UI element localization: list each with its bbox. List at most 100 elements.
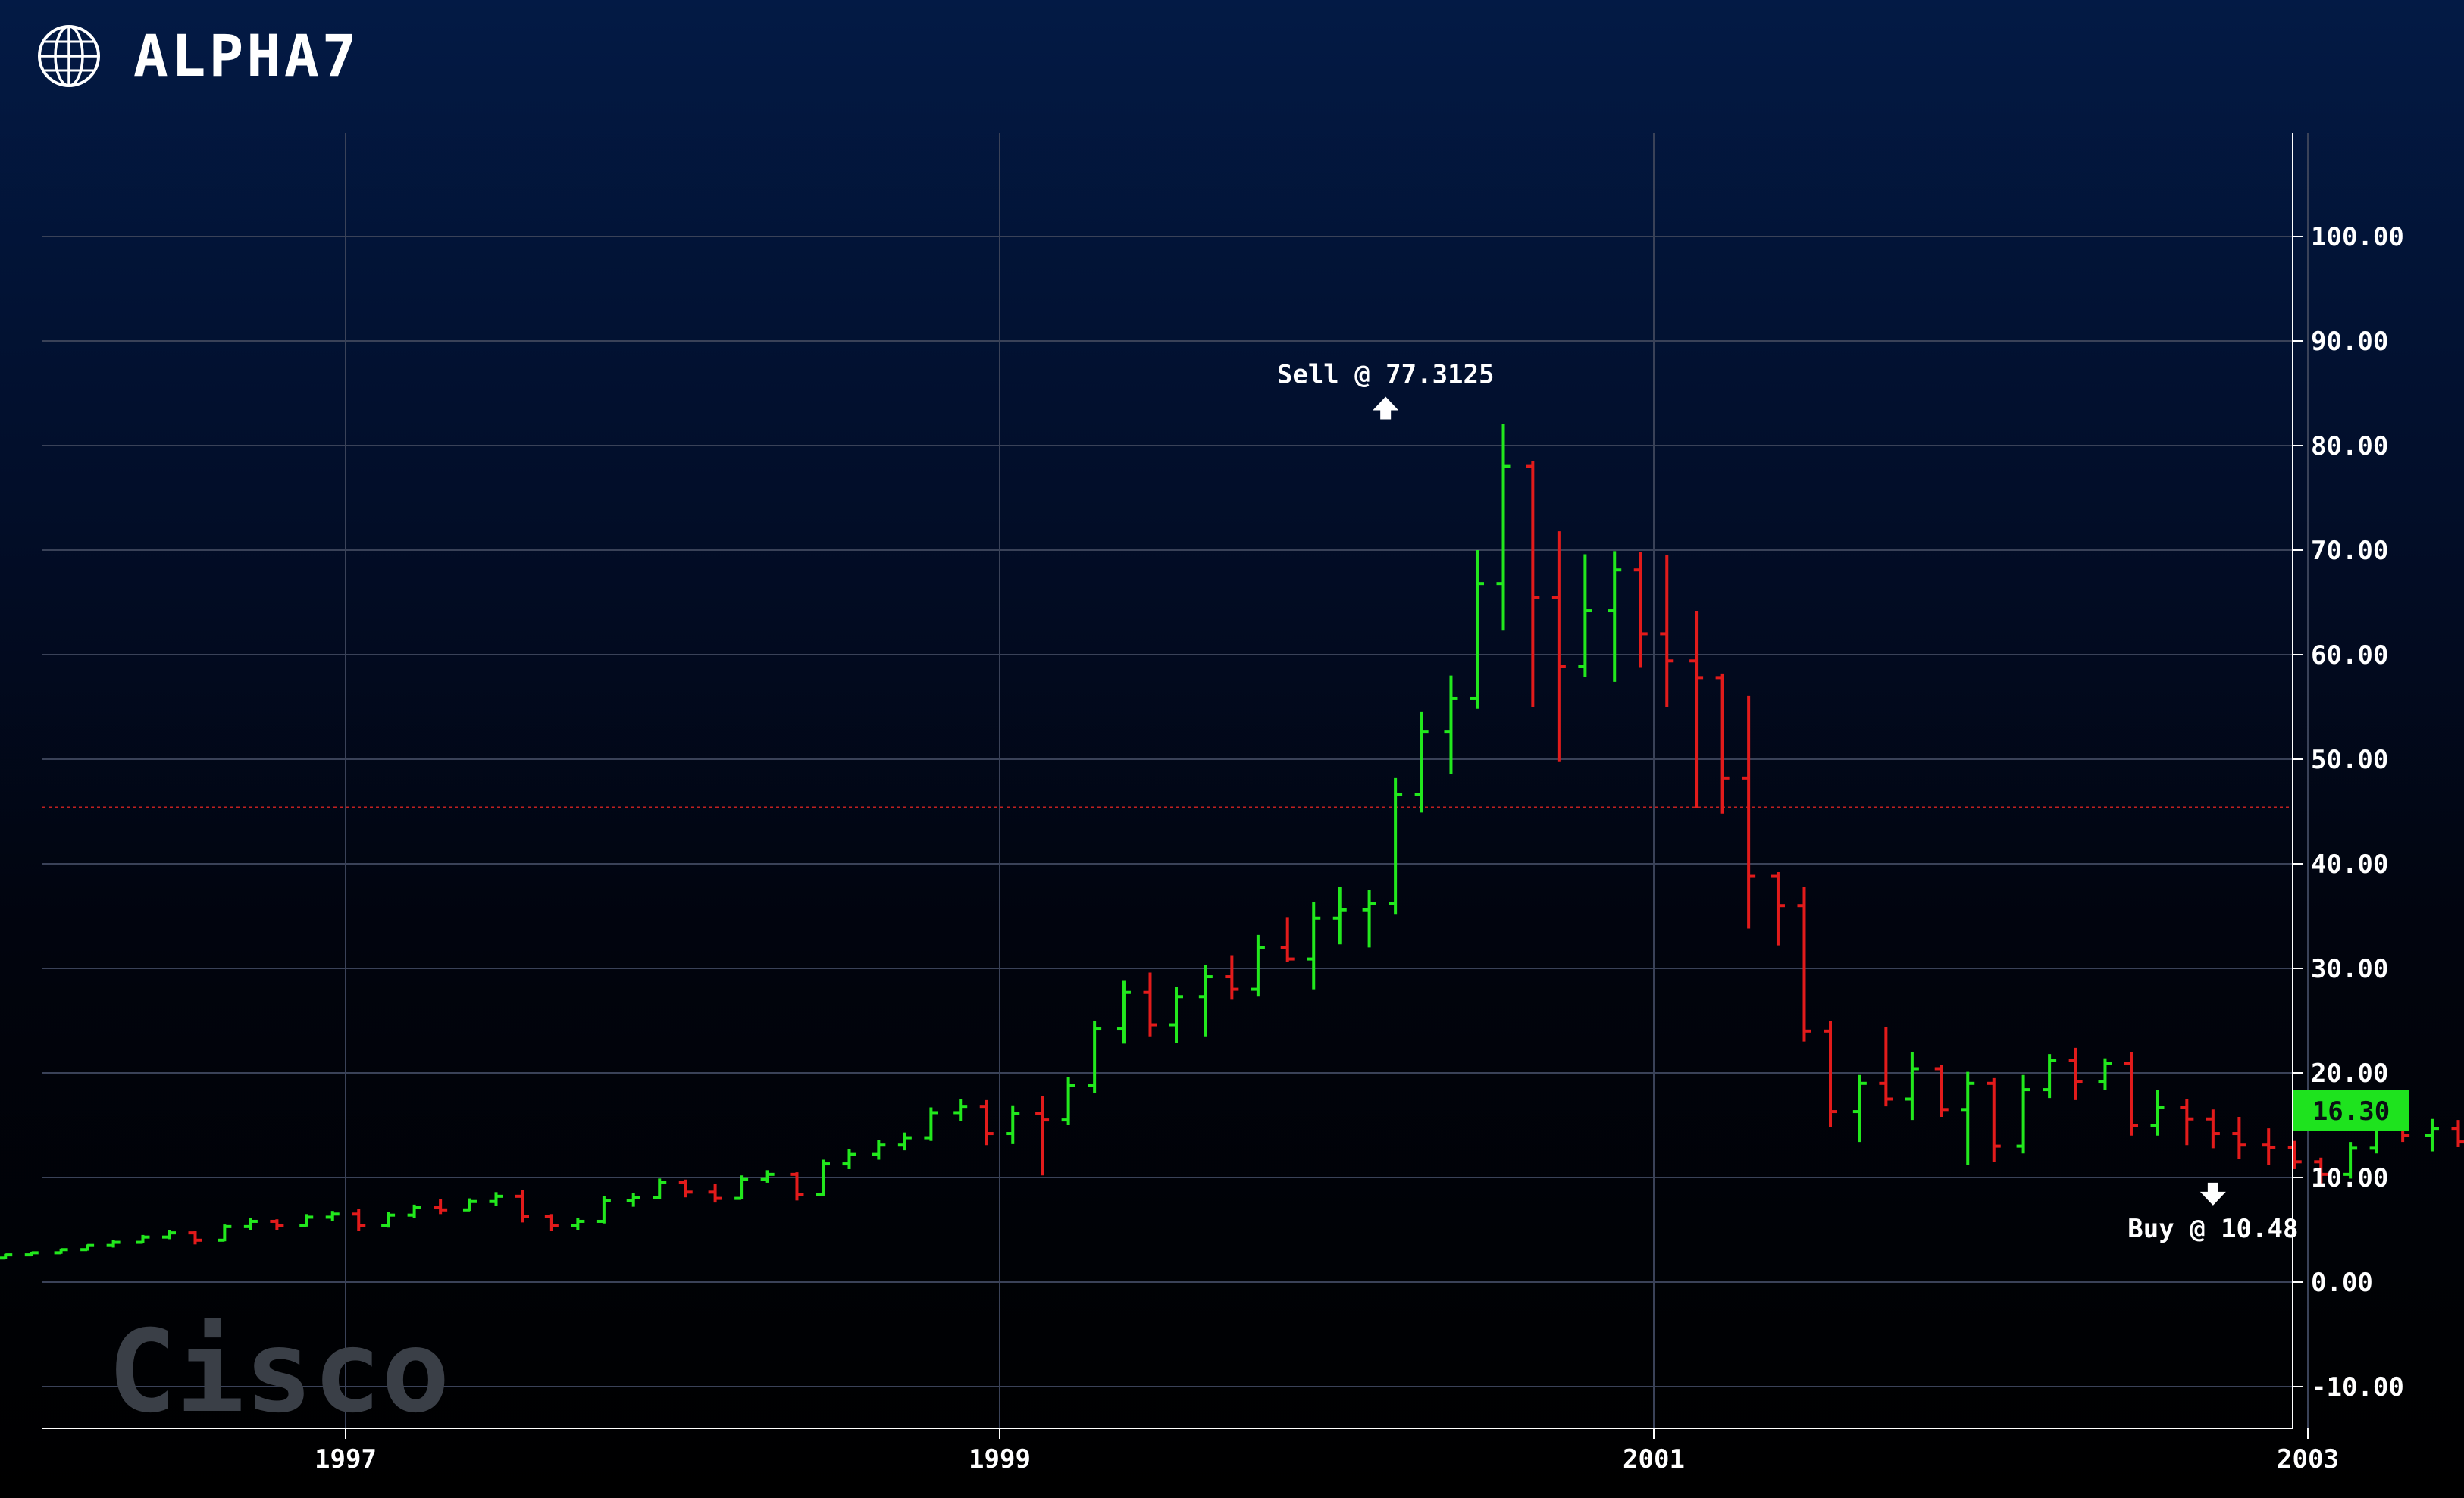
y-tick-label: 10.00 [2311,1163,2388,1193]
ohlc-bar [1689,611,1704,808]
ohlc-bar [1470,550,1484,709]
ohlc-bar [1332,887,1347,945]
ohlc-bar [2287,1140,2302,1169]
y-tick-label: 70.00 [2311,536,2388,566]
ohlc-bar [596,1196,611,1224]
ohlc-bar [1414,711,1429,813]
y-tick-label: 0.00 [2311,1268,2373,1298]
ohlc-bar [1169,987,1184,1043]
ohlc-bar [54,1248,68,1255]
ohlc-bar [352,1209,366,1231]
ohlc-bar [544,1214,559,1231]
last-price-marker: 16.30 [2293,1090,2409,1131]
ohlc-bar [1389,777,1403,915]
buy-annotation-label: Buy @ 10.48 [2127,1214,2298,1244]
ohlc-bar [1879,1027,1893,1107]
ohlc-bar [1006,1105,1020,1144]
ohlc-bar [2016,1074,2030,1154]
trade-annotations: Sell @ 77.3125 Buy @ 10.48 [1277,360,2299,1244]
ohlc-bar [1035,1096,1050,1176]
ohlc-bar [2425,1118,2439,1152]
y-tick-label: 90.00 [2311,327,2388,357]
chart-grid [42,133,2309,1428]
last-price-badge [2293,1090,2409,1131]
ohlc-bar [1578,554,1592,677]
y-tick-label: 50.00 [2311,745,2388,775]
ohlc-bar [434,1199,448,1215]
ohlc-bar [1496,424,1511,631]
globe-icon [38,25,100,87]
ohlc-bar [2068,1047,2083,1100]
ohlc-bar [816,1159,830,1196]
ohlc-bar [842,1149,856,1169]
ohlc-bar [678,1179,693,1198]
ohlc-bar [2124,1052,2138,1136]
ohlc-bar [1608,551,1622,682]
ohlc-bar [1934,1064,1949,1117]
ohlc-bar [24,1251,39,1257]
ohlc-bar [1824,1021,1838,1127]
ohlc-bar [626,1193,640,1207]
ohlc-bar [1852,1074,1867,1143]
ohlc-bar [1116,980,1131,1044]
ohlc-bar [979,1099,994,1146]
y-tick-label: 100.00 [2311,222,2404,252]
ohlc-bar [2098,1058,2112,1090]
ohlc-bar [218,1224,232,1242]
ohlc-bar [2262,1128,2276,1165]
ohlc-bar [161,1230,176,1240]
ohlc-bar [1987,1077,2001,1162]
ohlc-bar [1307,902,1321,990]
ohlc-bar [2314,1157,2328,1185]
ohlc-bar [1660,555,1674,707]
x-tick-label: 1997 [315,1444,377,1475]
brand-name: ALPHA7 [133,22,360,89]
ohlc-bar [2232,1116,2246,1159]
ohlc-bar [760,1170,775,1183]
ohlc-bar [106,1240,121,1248]
ohlc-bar [1961,1071,1975,1165]
ohlc-bar [734,1175,749,1200]
ohlc-bar [299,1214,314,1227]
ohlc-bar [953,1099,968,1121]
y-tick-label: 80.00 [2311,431,2388,461]
ohlc-bar [1633,552,1648,668]
ohlc-bar [80,1243,95,1252]
ohlc-bar [1362,890,1376,948]
ohlc-bar [407,1204,421,1218]
ohlc-bar [515,1190,530,1223]
chart-axes: -10.00 0.00 10.00 20.00 30.00 40.00 50.00 60.00… [42,133,2404,1475]
ohlc-bar [2150,1090,2165,1136]
ohlc-bar [1715,673,1730,814]
y-tick-label: -10.00 [2311,1372,2404,1403]
x-tick-label: 1999 [969,1444,1031,1475]
chart-title-watermark: Cisco [108,1306,450,1438]
ohlc-bar [270,1219,284,1230]
ohlc-bar [381,1212,396,1228]
ohlc-bar [2343,1142,2358,1179]
ohlc-bar [1771,872,1785,946]
x-tick-label: 2003 [2277,1444,2339,1475]
buy-arrow-icon [2199,1182,2226,1206]
ohlc-bar [136,1234,150,1244]
ohlc-bar [653,1178,667,1199]
ohlc-bar [2043,1054,2057,1099]
sell-annotation-label: Sell @ 77.3125 [1277,360,1495,390]
ohlc-bar [1143,972,1157,1037]
ohlc-bar [1251,934,1265,997]
y-tick-label: 30.00 [2311,954,2388,984]
x-tick-label: 2001 [1623,1444,1685,1475]
ohlc-bar [489,1192,503,1206]
ohlc-bar [462,1198,477,1212]
y-tick-label: 20.00 [2311,1059,2388,1089]
ohlc-bar [1198,965,1213,1037]
ohlc-bar [571,1218,585,1230]
ohlc-bar [872,1140,886,1160]
ohlc-bar [2451,1120,2464,1147]
y-tick-label: 60.00 [2311,640,2388,671]
ohlc-bar [1444,675,1458,774]
ohlc-bar [1280,917,1295,962]
ohlc-bar [790,1172,804,1201]
ohlc-bar [897,1132,912,1151]
